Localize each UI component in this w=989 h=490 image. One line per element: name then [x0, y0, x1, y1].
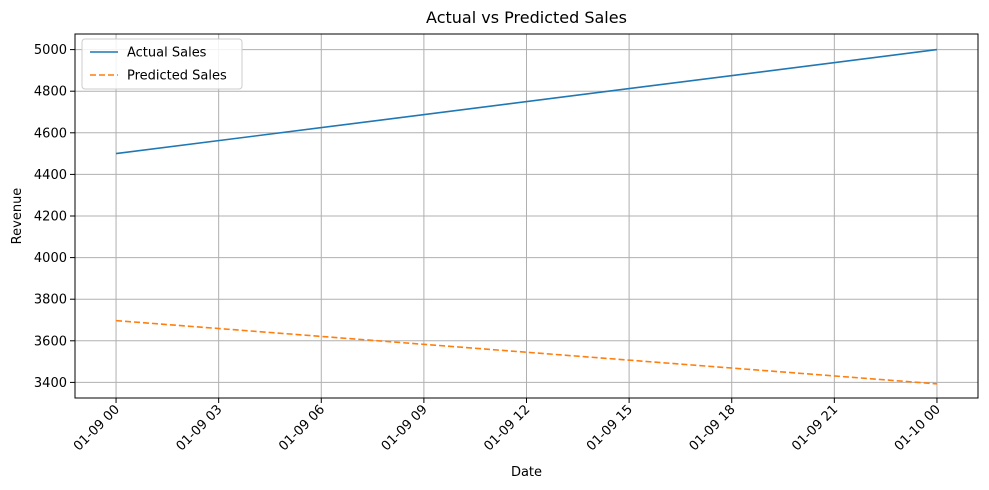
series-layer	[115, 48, 938, 385]
x-tick-label: 01-09 03	[174, 402, 226, 454]
series-line-actual-sales	[115, 48, 938, 155]
y-tick-label: 5000	[34, 43, 67, 58]
grid-layer	[75, 34, 978, 398]
x-tick-label: 01-09 09	[379, 402, 431, 454]
x-tick-label: 01-09 15	[584, 402, 636, 454]
y-tick-label: 4600	[34, 126, 67, 141]
y-tick-label: 4400	[34, 168, 67, 183]
legend-label: Predicted Sales	[127, 69, 227, 84]
x-tick-label: 01-09 18	[687, 402, 739, 454]
x-axis-title: Date	[511, 465, 542, 480]
legend: Actual Sales Predicted Sales	[81, 38, 243, 90]
x-tick-label: 01-09 12	[481, 402, 533, 454]
legend-label: Actual Sales	[127, 46, 207, 61]
legend-box	[81, 38, 243, 90]
y-tick-label: 3600	[34, 334, 67, 349]
tick-layer: 01-09 00 01-09 03 01-09 06 01-09 09 01-09 12…	[34, 43, 944, 454]
y-tick-label: 4000	[34, 251, 67, 266]
y-tick-label: 3800	[34, 293, 67, 308]
x-tick-label: 01-09 21	[789, 402, 841, 454]
x-tick-label: 01-09 00	[71, 402, 123, 454]
series-line-predicted-sales	[115, 319, 938, 385]
y-axis-title: Revenue	[10, 188, 25, 245]
y-tick-label: 4800	[34, 85, 67, 100]
x-tick-label: 01-10 00	[892, 402, 944, 454]
x-tick-label: 01-09 06	[276, 402, 328, 454]
y-tick-label: 4200	[34, 210, 67, 225]
chart-title: Actual vs Predicted Sales	[426, 8, 627, 27]
y-tick-label: 3400	[34, 376, 67, 391]
